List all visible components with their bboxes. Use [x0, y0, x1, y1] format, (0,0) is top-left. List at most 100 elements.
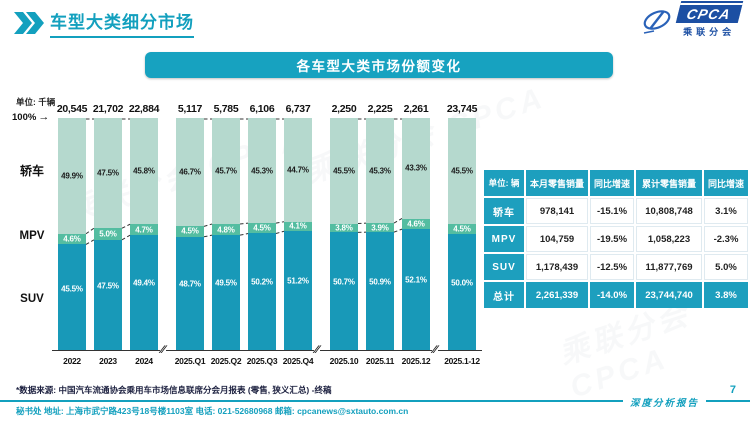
y100-text: 100%	[12, 112, 37, 123]
series-label-mpv: MPV	[19, 230, 45, 242]
table-cell: -15.1%	[590, 198, 634, 224]
bar-segment-sedan: 45.8%	[130, 118, 158, 225]
x-axis-line	[52, 350, 482, 351]
bar-segment-value: 49.5%	[215, 278, 237, 288]
bar-segment-mpv: 5.0%	[94, 228, 122, 240]
x-axis-label: 2025.Q4	[282, 355, 314, 366]
table-cell: 104,759	[526, 226, 588, 252]
bar-total-label: 22,884	[128, 103, 160, 115]
bar-column: 22,884 45.8% 4.7% 49.4% 2024	[129, 103, 160, 366]
bar-segment-value: 4.5%	[453, 224, 471, 234]
bar-segment-sedan: 44.7%	[284, 118, 312, 222]
x-axis-label: 2023	[99, 355, 117, 366]
bar-segment-sedan: 45.5%	[448, 118, 476, 224]
cpca-logo: CPCA 乘联分会	[640, 5, 743, 38]
bar-segment-value: 52.1%	[405, 275, 427, 285]
arrow-right-icon: →	[38, 111, 50, 123]
footer-divider	[0, 400, 750, 402]
table-unit-header: 单位: 辆	[484, 170, 524, 196]
data-source-note: *数据来源: 中国汽车流通协会乘用车市场信息联席分会月报表 (零售, 狭义汇总)…	[16, 385, 332, 395]
bar-column: 21,702 47.5% 5.0% 47.5% 2023	[93, 103, 124, 366]
bar-total-label: 6,106	[249, 103, 275, 115]
bar-segment-value: 45.8%	[133, 166, 155, 176]
table-row-label: 轿车	[484, 198, 524, 224]
bar-total-label: 2,225	[367, 103, 393, 115]
bar-segment-mpv: 4.5%	[248, 223, 276, 234]
bar-column: 2,225 45.3% 3.9% 50.9% 2025.11	[366, 103, 394, 366]
bar-segment-mpv: 4.7%	[130, 224, 158, 236]
table-cell: 3.8%	[704, 282, 748, 308]
bar-total-label: 6,737	[285, 103, 311, 115]
chart-unit-label: 单位: 千辆	[16, 97, 56, 107]
bar-segment-value: 3.9%	[371, 223, 389, 233]
table-cell: 1,178,439	[526, 254, 588, 280]
table-cell: 1,058,223	[636, 226, 702, 252]
bar-total-label: 23,745	[446, 103, 478, 115]
bar-column: 2,250 45.5% 3.8% 50.7% 2025.10	[330, 103, 359, 366]
bar-segment-sedan: 45.3%	[366, 118, 394, 224]
bar-segment-value: 46.7%	[179, 167, 201, 177]
table-row-label: MPV	[484, 226, 524, 252]
bar-segment-value: 3.8%	[335, 223, 353, 233]
bar-segment-mpv: 4.1%	[284, 221, 312, 232]
cpca-brand-cn: 乘联分会	[683, 27, 736, 37]
bar-segment-mpv: 4.5%	[176, 226, 204, 237]
bar-segment-sedan: 45.5%	[330, 118, 358, 224]
bar-segment-value: 4.8%	[217, 225, 235, 235]
bar-segment-value: 45.5%	[451, 166, 473, 176]
chart-title: 各车型大类市场份额变化	[145, 52, 613, 78]
x-axis-label: 2024	[135, 355, 153, 366]
bar-segment-mpv: 4.6%	[402, 218, 430, 230]
bar-segment-sedan: 47.5%	[94, 118, 122, 229]
bar-segment-suv: 50.9%	[366, 232, 394, 351]
bar-segment-value: 45.3%	[251, 166, 273, 176]
table-cell: 5.0%	[704, 254, 748, 280]
bar-segment-value: 51.2%	[287, 276, 309, 286]
x-axis-label: 2025.1-12	[444, 355, 480, 366]
bar-segment-value: 48.7%	[179, 279, 201, 289]
table-cell: 978,141	[526, 198, 588, 224]
bar-segment-suv: 49.4%	[130, 235, 158, 350]
x-axis-label: 2025.11	[365, 356, 395, 367]
sales-table: 单位: 辆本月零售销量 同比增速 累计零售销量 同比增速 轿车 978,141 -15.1%…	[484, 170, 748, 308]
bar-segment-suv: 50.0%	[448, 233, 476, 350]
cpca-brand: CPCA	[676, 5, 743, 23]
bar-segment-mpv: 4.8%	[212, 224, 240, 236]
page-title: 车型大类细分市场	[50, 8, 194, 38]
bar-total-label: 2,261	[403, 103, 429, 115]
market-share-chart: 单位: 千辆 100% → 轿车 MPV SUV 20,545 49.9% 4.6%…	[10, 96, 488, 382]
table-cell: 3.1%	[704, 198, 748, 224]
bar-column: 6,737 44.7% 4.1% 51.2% 2025.Q4	[283, 103, 314, 366]
series-label-sedan: 轿车	[19, 164, 44, 178]
bar-segment-value: 4.6%	[407, 219, 425, 229]
bar-column: 2,261 43.3% 4.6% 52.1% 2025.12	[402, 103, 431, 366]
bar-segment-value: 4.5%	[181, 226, 199, 236]
bar-segment-suv: 50.2%	[248, 233, 276, 350]
bar-segment-value: 50.7%	[333, 277, 355, 287]
bar-column: 23,745 45.5% 4.5% 50.0% 2025.1-12	[444, 103, 480, 366]
bars-area: 20,545 49.9% 4.6% 45.5% 2022 21,702 47.5% 5.0% 4…	[10, 96, 488, 382]
bar-segment-suv: 50.7%	[330, 232, 358, 350]
bar-segment-mpv: 3.9%	[366, 223, 394, 233]
bar-segment-value: 50.9%	[369, 277, 391, 287]
table-cell: 23,744,740	[636, 282, 702, 308]
cpca-swoosh-icon	[643, 9, 671, 34]
bar-segment-suv: 52.1%	[402, 229, 430, 351]
bar-segment-sedan: 45.3%	[248, 118, 276, 224]
contact-info: 秘书处 地址: 上海市武宁路423号18号楼1103室 电话: 021-5268…	[16, 406, 409, 416]
table-cell: 10,808,748	[636, 198, 702, 224]
x-axis-label: 2025.Q3	[246, 355, 278, 366]
table-column-header: 本月零售销量	[526, 170, 588, 196]
axis-break-icon: ∕∕	[160, 344, 166, 356]
bar-segment-value: 47.5%	[97, 281, 119, 291]
bar-segment-mpv: 4.5%	[448, 223, 476, 234]
table-cell: -2.3%	[704, 226, 748, 252]
bar-segment-suv: 48.7%	[176, 236, 204, 350]
bar-segment-sedan: 49.9%	[58, 118, 86, 234]
table-cell: 11,877,769	[636, 254, 702, 280]
y-axis-100-label: 100% →	[12, 111, 50, 124]
axis-break-icon: ∕∕	[432, 344, 438, 356]
bar-column: 20,545 49.9% 4.6% 45.5% 2022	[57, 103, 88, 366]
bar-segment-mpv: 4.6%	[58, 233, 86, 245]
x-axis-label: 2025.12	[401, 356, 431, 367]
